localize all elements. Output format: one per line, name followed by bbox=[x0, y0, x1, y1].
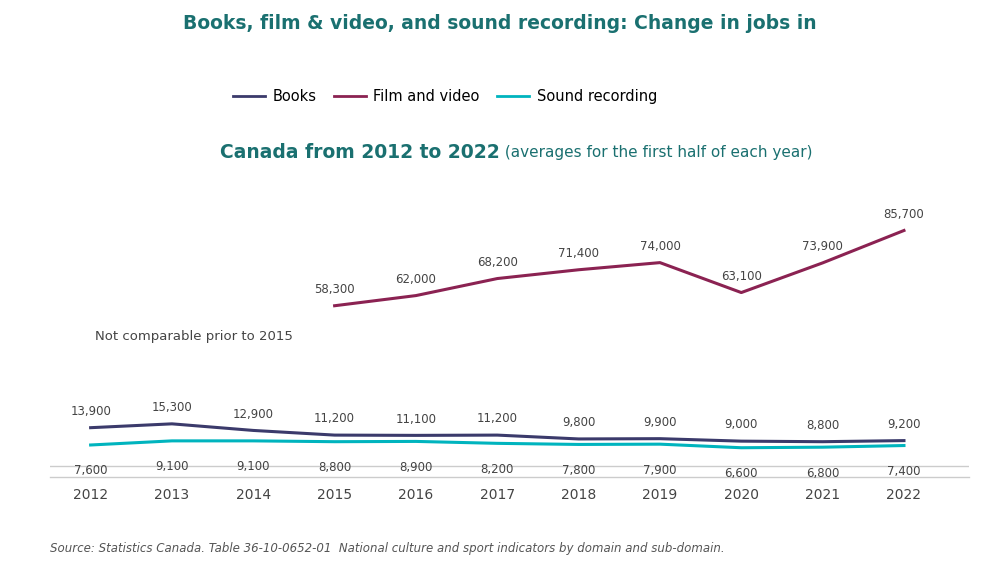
Text: 74,000: 74,000 bbox=[639, 240, 680, 253]
Text: 8,200: 8,200 bbox=[481, 463, 513, 476]
Text: 85,700: 85,700 bbox=[883, 208, 924, 221]
Text: 11,100: 11,100 bbox=[396, 413, 437, 426]
Text: Canada from 2012 to 2022: Canada from 2012 to 2022 bbox=[220, 143, 500, 162]
Text: 7,900: 7,900 bbox=[643, 463, 676, 477]
Text: 63,100: 63,100 bbox=[721, 270, 761, 283]
Text: (averages for the first half of each year): (averages for the first half of each yea… bbox=[500, 145, 812, 160]
Text: Books, film & video, and sound recording: Change in jobs in: Books, film & video, and sound recording… bbox=[183, 14, 816, 33]
Text: 13,900: 13,900 bbox=[70, 405, 111, 418]
Legend: Books, Film and video, Sound recording: Books, Film and video, Sound recording bbox=[228, 84, 663, 110]
Text: 12,900: 12,900 bbox=[233, 408, 274, 421]
Text: 71,400: 71,400 bbox=[558, 247, 599, 260]
Text: 11,200: 11,200 bbox=[314, 412, 355, 425]
Text: Not comparable prior to 2015: Not comparable prior to 2015 bbox=[95, 329, 293, 343]
Text: 9,000: 9,000 bbox=[724, 419, 758, 431]
Text: 9,100: 9,100 bbox=[237, 461, 270, 473]
Text: 9,800: 9,800 bbox=[561, 416, 595, 429]
Text: 6,600: 6,600 bbox=[724, 467, 758, 480]
Text: 6,800: 6,800 bbox=[806, 467, 839, 480]
Text: 8,800: 8,800 bbox=[318, 461, 352, 474]
Text: 68,200: 68,200 bbox=[477, 256, 517, 269]
Text: 8,800: 8,800 bbox=[806, 419, 839, 432]
Text: 9,900: 9,900 bbox=[643, 416, 676, 429]
Text: 7,400: 7,400 bbox=[887, 465, 921, 478]
Text: 11,200: 11,200 bbox=[477, 412, 517, 425]
Text: 7,600: 7,600 bbox=[74, 465, 107, 477]
Text: 8,900: 8,900 bbox=[400, 461, 433, 474]
Text: 73,900: 73,900 bbox=[802, 240, 843, 253]
Text: 62,000: 62,000 bbox=[396, 273, 437, 286]
Text: 15,300: 15,300 bbox=[152, 401, 193, 414]
Text: 58,300: 58,300 bbox=[315, 283, 355, 296]
Text: 7,800: 7,800 bbox=[561, 464, 595, 477]
Text: Source: Statistics Canada. Table 36-10-0652-01  National culture and sport indic: Source: Statistics Canada. Table 36-10-0… bbox=[50, 542, 724, 555]
Text: 9,200: 9,200 bbox=[887, 418, 921, 431]
Text: 9,100: 9,100 bbox=[155, 461, 189, 473]
